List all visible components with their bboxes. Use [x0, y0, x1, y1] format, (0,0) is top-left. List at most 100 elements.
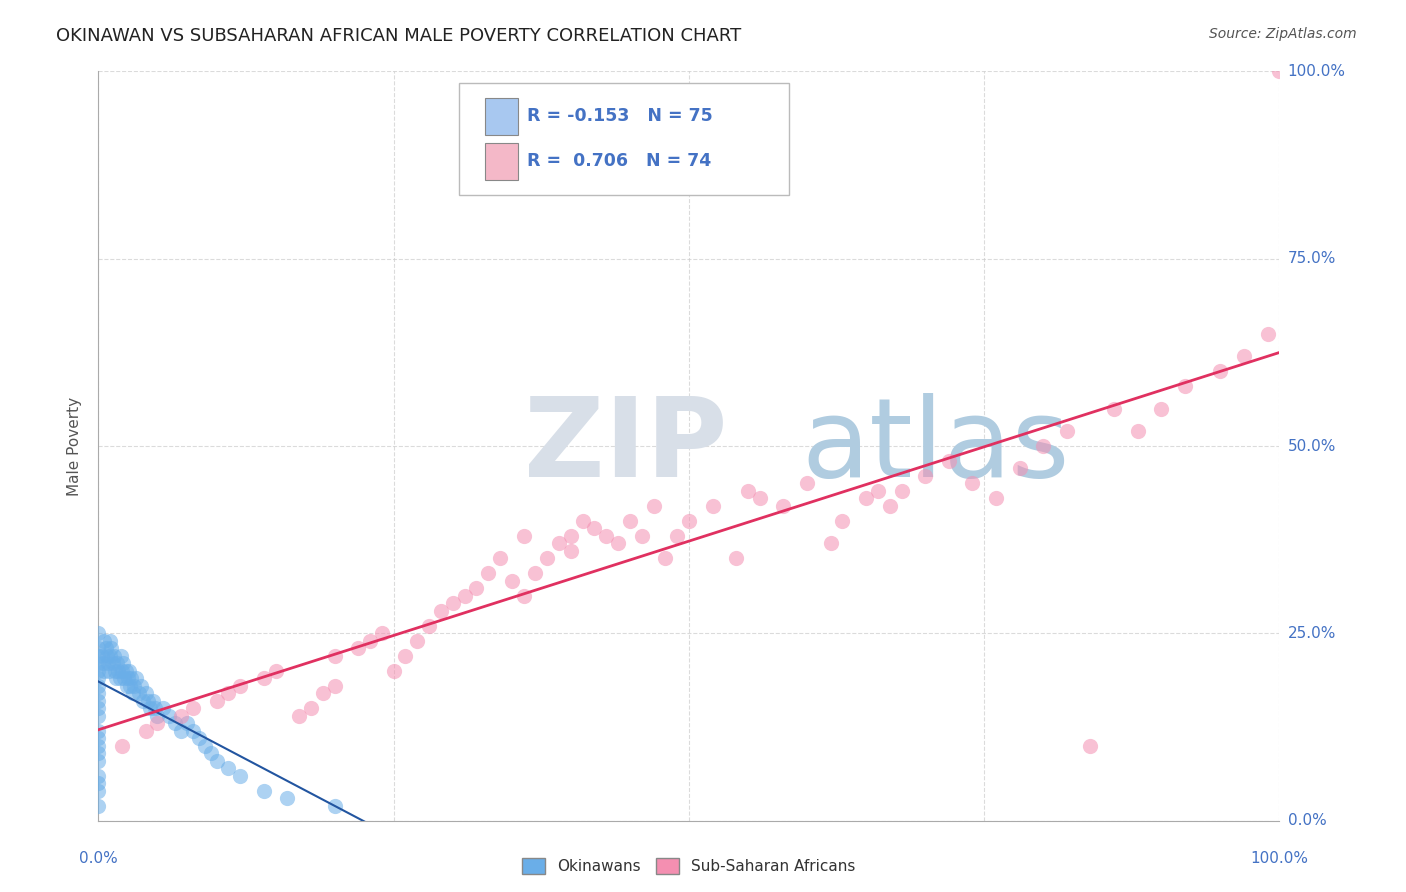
- Point: [87, 746, 110, 760]
- Point: [879, 499, 901, 513]
- Text: 0.0%: 0.0%: [1288, 814, 1326, 828]
- Point: [98, 664, 121, 678]
- Point: [607, 536, 630, 550]
- Point: [619, 514, 641, 528]
- Point: [914, 469, 936, 483]
- Point: [132, 694, 155, 708]
- Point: [152, 701, 174, 715]
- Point: [111, 739, 134, 753]
- Point: [87, 679, 110, 693]
- Point: [430, 604, 453, 618]
- Point: [87, 686, 110, 700]
- Point: [97, 657, 120, 671]
- Point: [91, 648, 114, 663]
- Point: [104, 664, 127, 678]
- Point: [418, 619, 440, 633]
- Point: [1126, 424, 1149, 438]
- Point: [560, 529, 582, 543]
- Point: [96, 648, 118, 663]
- Point: [962, 476, 984, 491]
- Point: [125, 671, 148, 685]
- Point: [748, 491, 770, 506]
- Point: [87, 671, 110, 685]
- Text: 50.0%: 50.0%: [1288, 439, 1336, 453]
- Point: [1268, 64, 1291, 78]
- Point: [94, 641, 117, 656]
- Point: [157, 708, 180, 723]
- Text: R =  0.706   N = 74: R = 0.706 N = 74: [527, 153, 711, 170]
- Point: [107, 664, 129, 678]
- Point: [142, 694, 165, 708]
- Point: [139, 701, 162, 715]
- Point: [866, 483, 889, 498]
- Point: [229, 769, 252, 783]
- Point: [121, 671, 143, 685]
- Point: [110, 648, 132, 663]
- Point: [630, 529, 652, 543]
- Point: [359, 633, 381, 648]
- Point: [288, 708, 311, 723]
- Point: [181, 723, 204, 738]
- Point: [135, 686, 157, 700]
- FancyBboxPatch shape: [458, 83, 789, 195]
- Point: [187, 731, 209, 746]
- Text: OKINAWAN VS SUBSAHARAN AFRICAN MALE POVERTY CORRELATION CHART: OKINAWAN VS SUBSAHARAN AFRICAN MALE POVE…: [56, 27, 741, 45]
- Point: [1056, 424, 1078, 438]
- Text: 100.0%: 100.0%: [1288, 64, 1346, 78]
- Point: [87, 664, 110, 678]
- Point: [200, 746, 222, 760]
- Point: [105, 671, 128, 685]
- Point: [382, 664, 405, 678]
- Point: [205, 754, 228, 768]
- Point: [441, 596, 464, 610]
- Point: [1209, 364, 1232, 378]
- Point: [253, 783, 276, 797]
- Point: [702, 499, 724, 513]
- Legend: Okinawans, Sub-Saharan Africans: Okinawans, Sub-Saharan Africans: [516, 852, 862, 880]
- Point: [135, 723, 157, 738]
- Point: [146, 708, 169, 723]
- Point: [105, 657, 128, 671]
- Point: [121, 686, 143, 700]
- Point: [87, 708, 110, 723]
- Point: [654, 551, 676, 566]
- Point: [1008, 461, 1031, 475]
- Point: [217, 761, 239, 775]
- Point: [87, 754, 110, 768]
- Point: [323, 798, 346, 813]
- Point: [87, 694, 110, 708]
- Point: [1174, 379, 1197, 393]
- Point: [100, 641, 122, 656]
- Point: [796, 476, 818, 491]
- Point: [115, 679, 138, 693]
- Point: [136, 694, 159, 708]
- Point: [323, 679, 346, 693]
- Point: [128, 686, 150, 700]
- Point: [560, 544, 582, 558]
- Point: [512, 529, 534, 543]
- Point: [87, 783, 110, 797]
- Point: [453, 589, 475, 603]
- Point: [117, 671, 139, 685]
- Point: [98, 633, 121, 648]
- Point: [194, 739, 217, 753]
- Point: [524, 566, 547, 581]
- Y-axis label: Male Poverty: Male Poverty: [67, 396, 83, 496]
- Point: [1102, 401, 1125, 416]
- Point: [1233, 349, 1256, 363]
- Point: [571, 514, 593, 528]
- Point: [984, 491, 1007, 506]
- Point: [890, 483, 912, 498]
- Point: [108, 671, 131, 685]
- Point: [831, 514, 853, 528]
- Point: [181, 701, 204, 715]
- Point: [772, 499, 794, 513]
- Point: [98, 648, 121, 663]
- Point: [489, 551, 512, 566]
- Point: [938, 454, 960, 468]
- Point: [477, 566, 499, 581]
- Point: [501, 574, 523, 588]
- Point: [217, 686, 239, 700]
- Point: [146, 716, 169, 731]
- Point: [1080, 739, 1102, 753]
